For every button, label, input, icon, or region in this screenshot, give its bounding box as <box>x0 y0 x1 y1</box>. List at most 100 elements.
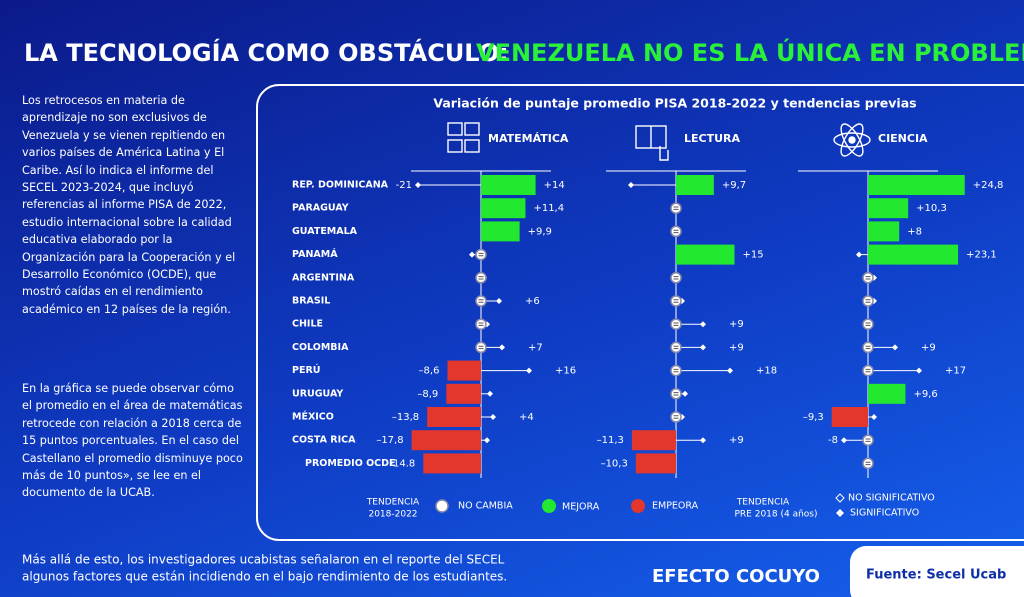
no-change-icon <box>670 388 682 400</box>
no-change-icon <box>673 345 679 350</box>
bar <box>446 383 481 404</box>
bar <box>676 175 714 195</box>
no-change-icon <box>673 368 679 373</box>
bar <box>631 430 676 451</box>
value-label: +9,9 <box>528 226 552 237</box>
category-label: MÉXICO <box>292 411 334 423</box>
legend-swatch <box>631 499 645 513</box>
bar <box>481 221 520 242</box>
trend-label: +6 <box>525 296 540 307</box>
legend-title: PRE 2018 (4 años) <box>734 510 817 520</box>
bar <box>481 198 526 219</box>
trend-end <box>526 367 532 374</box>
no-change-icon <box>670 225 682 238</box>
value-label: +9,6 <box>913 389 937 400</box>
value-label: +8 <box>907 226 922 237</box>
legend-swatch <box>542 499 556 513</box>
no-change-icon <box>862 341 874 354</box>
category-label: PROMEDIO OCDE <box>305 458 396 469</box>
bar <box>868 383 906 404</box>
value-label: +23,1 <box>966 250 997 261</box>
chart-title: Variación de puntaje promedio PISA 2018-… <box>433 96 916 111</box>
trend-end <box>700 321 706 328</box>
trend-end <box>496 298 502 304</box>
bar <box>481 175 536 195</box>
trend-end <box>892 344 898 351</box>
value-label: –8,6 <box>419 366 440 377</box>
no-change-icon <box>475 295 487 307</box>
no-change-icon <box>862 318 874 330</box>
category-label: URUGUAY <box>292 388 343 399</box>
bar <box>868 198 909 219</box>
trend-end <box>856 251 862 258</box>
no-change-icon <box>475 272 487 284</box>
no-change-icon <box>673 229 679 234</box>
category-label: CHILE <box>292 319 323 330</box>
value-label: +11,4 <box>533 203 564 214</box>
value-label: –10,3 <box>601 458 628 469</box>
icons <box>447 122 871 161</box>
category-label: PARAGUAY <box>292 203 349 214</box>
no-change-icon <box>670 202 682 214</box>
category-label: COLOMBIA <box>292 342 349 353</box>
value-label: +9,7 <box>722 180 746 191</box>
value-label: –13,8 <box>392 412 419 423</box>
bar <box>868 175 965 195</box>
no-change-icon <box>670 411 682 423</box>
panel-name: CIENCIA <box>878 132 928 145</box>
no-change-icon <box>862 272 874 284</box>
category-label: GUATEMALA <box>292 226 358 237</box>
trend-end <box>487 390 493 397</box>
category-label: COSTA RICA <box>292 435 356 446</box>
legend-label: NO SIGNIFICATIVO <box>848 493 935 504</box>
no-change-icon <box>475 341 487 354</box>
no-change-icon <box>865 368 871 373</box>
no-change-icon <box>865 438 871 442</box>
bar <box>831 407 868 427</box>
trend-end <box>700 437 706 444</box>
value-label: –9,3 <box>803 412 824 423</box>
value-label: -14.8 <box>389 458 415 469</box>
value-label: +10,3 <box>916 203 947 214</box>
intro-paragraph: Los retrocesos en materia de aprendizaje… <box>22 94 236 316</box>
bar <box>447 360 481 381</box>
trend-end <box>916 367 922 374</box>
value-label: +14 <box>544 180 565 191</box>
bar <box>868 244 959 265</box>
no-change-icon <box>478 276 484 280</box>
legend-title: TENDENCIA <box>736 498 790 508</box>
no-change-icon <box>475 248 487 261</box>
category-label: ARGENTINA <box>292 272 355 283</box>
no-change-icon <box>478 252 484 257</box>
footer-text: Más allá de esto, los investigadores uca… <box>22 553 505 567</box>
legend-swatch <box>435 499 449 513</box>
trend-end <box>490 414 496 420</box>
value-label: –8,9 <box>417 389 438 400</box>
category-label: PANAMÁ <box>292 248 338 260</box>
trend-label: -8 <box>828 435 838 446</box>
trend-end <box>499 344 505 351</box>
value-label: +24,8 <box>973 180 1004 191</box>
no-change-icon <box>865 276 871 280</box>
no-change-icon <box>673 206 679 210</box>
trend-end <box>469 251 475 258</box>
no-change-icon <box>862 295 874 307</box>
no-change-icon <box>673 415 679 419</box>
no-change-icon <box>670 341 682 354</box>
trend-label: +7 <box>528 342 543 353</box>
trend-label: +4 <box>519 412 534 423</box>
no-change-icon <box>862 457 874 470</box>
trend-label: +9 <box>729 435 744 446</box>
bar <box>676 244 735 265</box>
no-change-icon <box>478 322 484 326</box>
legend-title: 2018-2022 <box>368 510 417 520</box>
no-change-icon <box>862 434 874 446</box>
bar <box>868 221 900 242</box>
no-change-icon <box>673 392 679 396</box>
trend-end <box>415 182 421 188</box>
bar <box>427 407 481 427</box>
legend-label: NO CAMBIA <box>458 501 513 512</box>
trend-end <box>484 437 490 444</box>
trend-end <box>727 367 733 374</box>
